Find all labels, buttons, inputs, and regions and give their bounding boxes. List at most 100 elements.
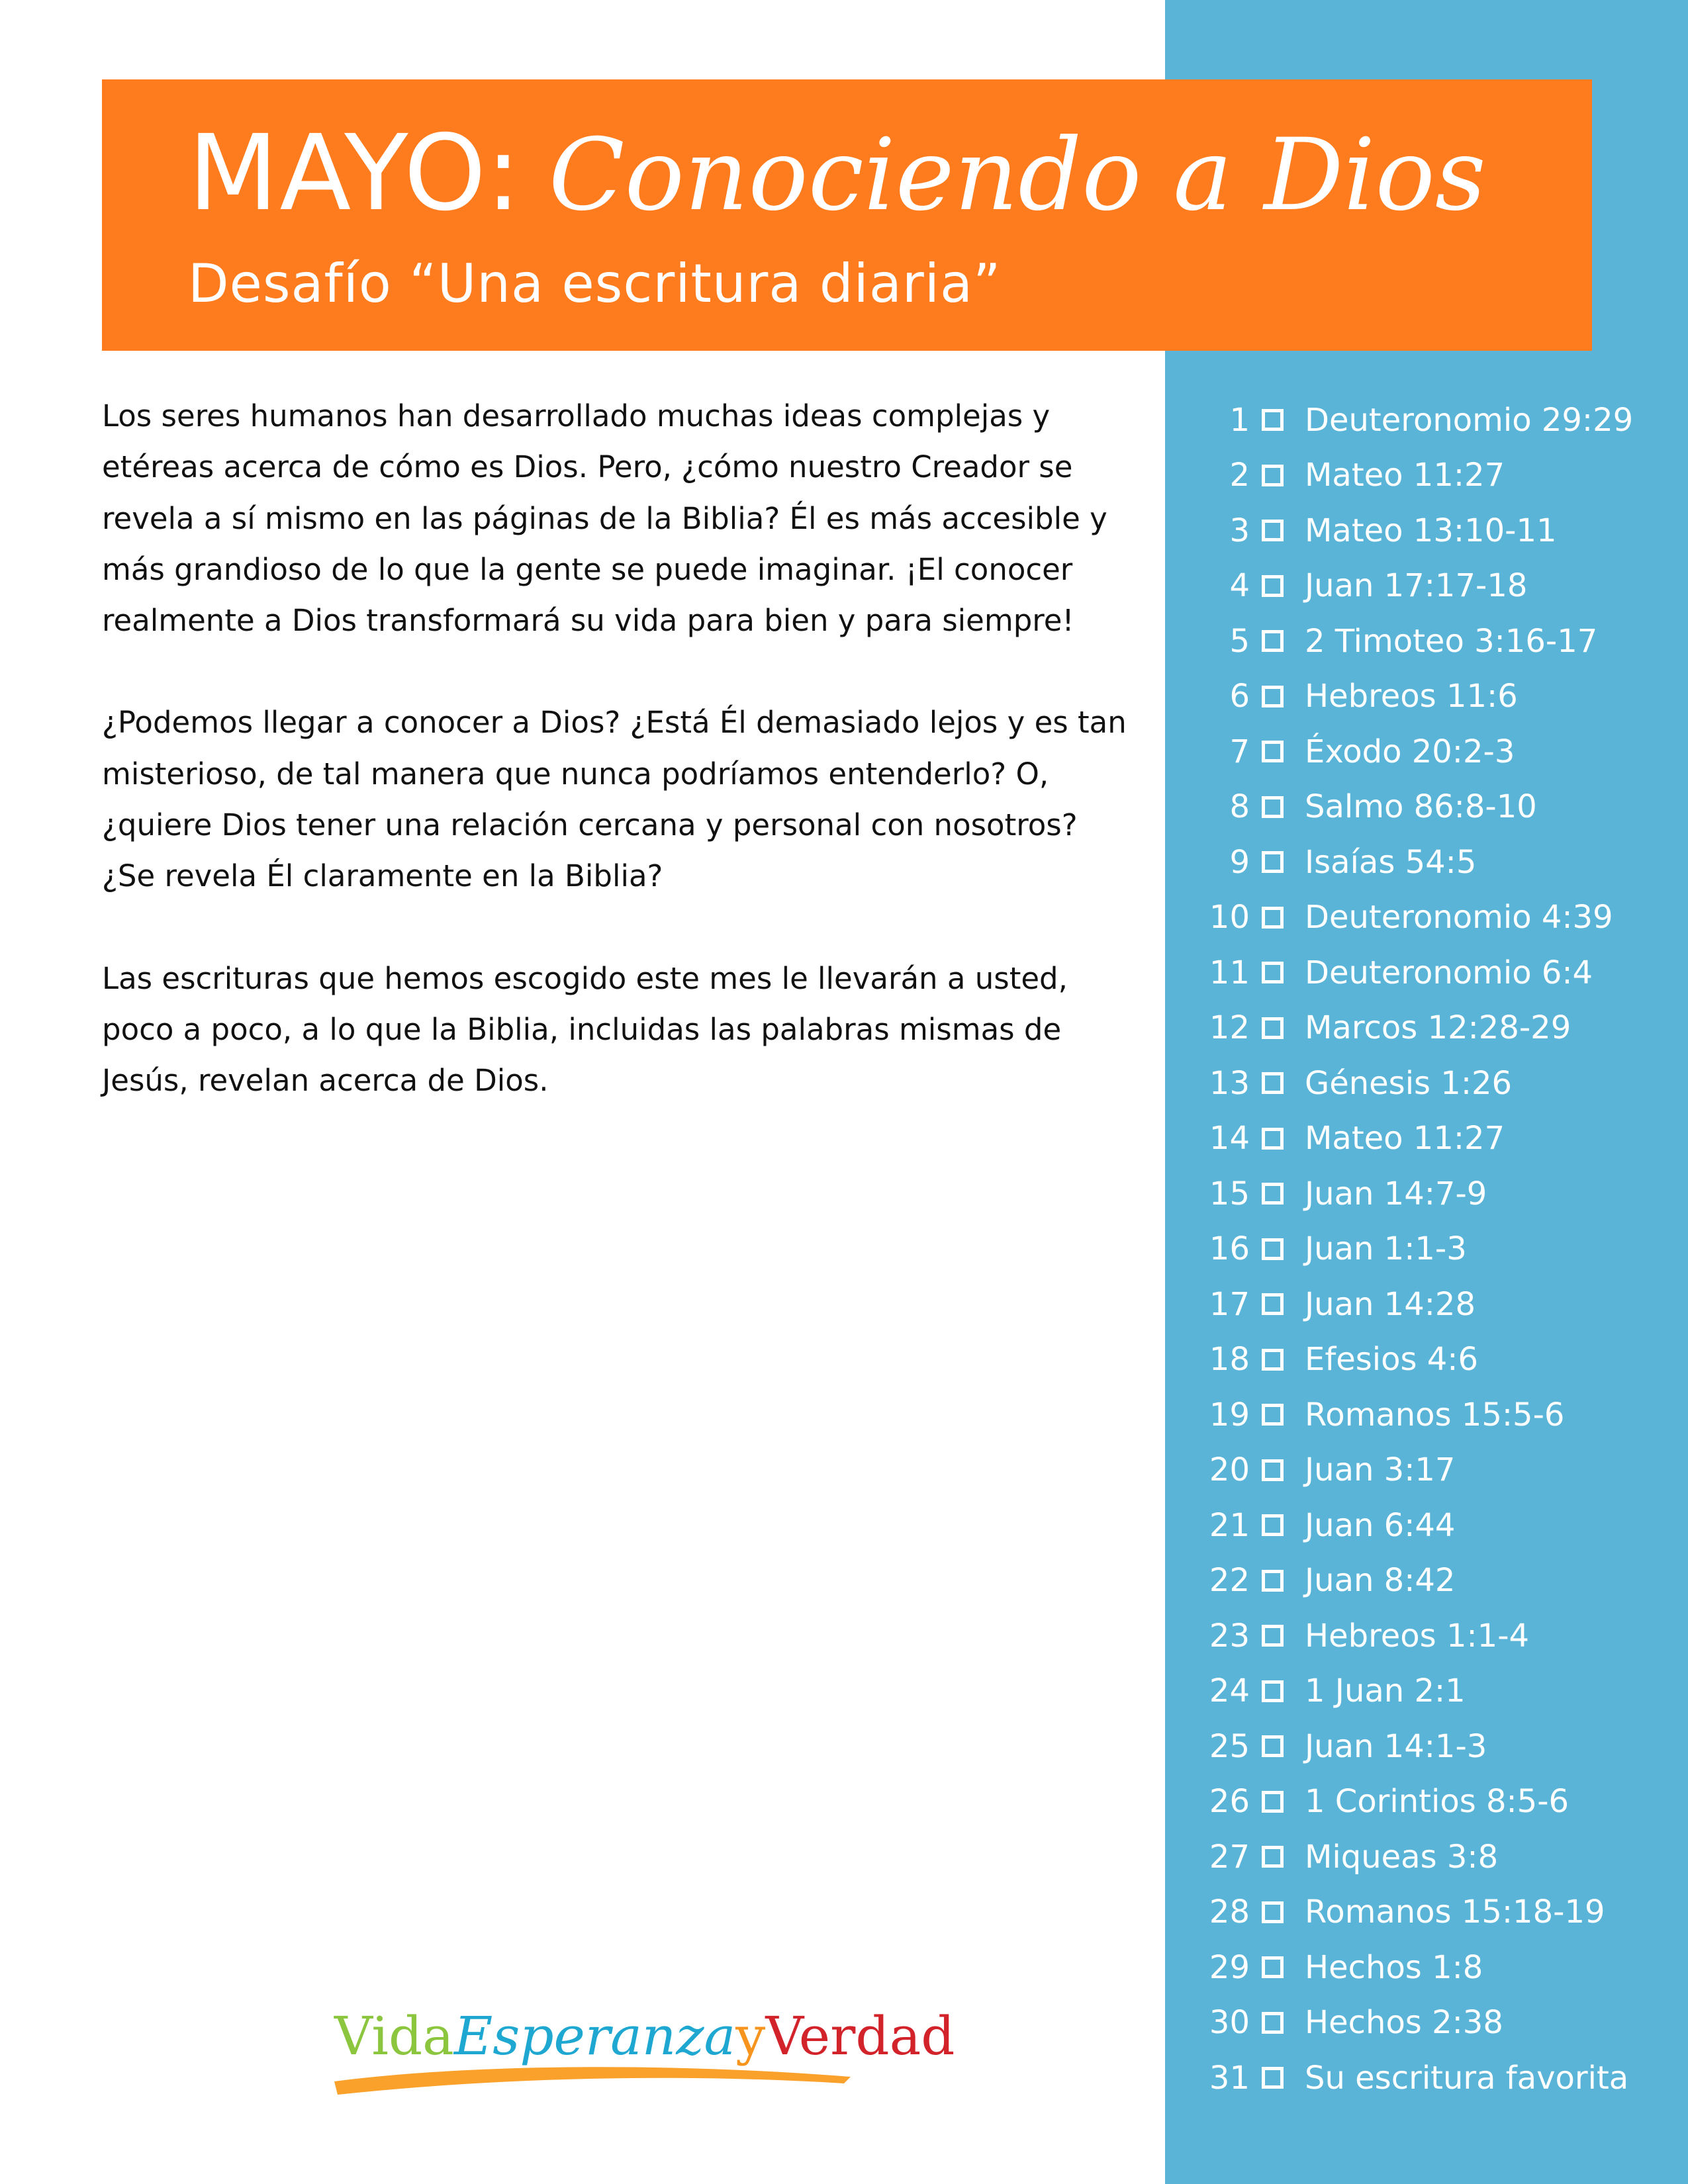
reading-item: 31 Su escritura favorita [1178,2050,1633,2106]
page-title: MAYO: Conociendo a Dios [188,113,1486,234]
reading-item: 23 Hebreos 1:1-4 [1178,1608,1633,1664]
checkbox[interactable] [1262,1072,1284,1095]
reading-checklist: 1 Deuteronomio 29:29 2 Mateo 11:27 3 Mateo 13… [1178,392,1633,2106]
reading-item: 24 1 Juan 2:1 [1178,1664,1633,1719]
checkbox[interactable] [1262,574,1284,597]
day-number: 12 [1209,1009,1250,1047]
scripture-reference: Hechos 2:38 [1305,2004,1503,2042]
checkbox[interactable] [1262,1680,1284,1702]
scripture-reference: Romanos 15:18-19 [1305,1893,1605,1931]
reading-item: 19 Romanos 15:5-6 [1178,1387,1633,1443]
checkbox[interactable] [1262,1127,1284,1150]
day-number: 14 [1209,1120,1250,1158]
scripture-reference: Isaías 54:5 [1305,843,1477,881]
scripture-reference: Mateo 13:10-11 [1305,512,1557,549]
day-number: 23 [1209,1617,1250,1655]
theme-title: Conociendo a Dios [548,118,1486,233]
reading-item: 8 Salmo 86:8-10 [1178,780,1633,835]
checkbox[interactable] [1262,1790,1284,1813]
reading-item: 25 Juan 14:1-3 [1178,1719,1633,1774]
reading-item: 27 Miqueas 3:8 [1178,1829,1633,1885]
scripture-reference: Efesios 4:6 [1305,1341,1478,1379]
reading-item: 26 1 Corintios 8:5-6 [1178,1774,1633,1830]
checkbox[interactable] [1262,2067,1284,2089]
reading-item: 7 Éxodo 20:2-3 [1178,724,1633,780]
paragraph: Los seres humanos han desarrollado mucha… [102,398,1107,639]
checkbox[interactable] [1262,1956,1284,1979]
logo-text: VidaEsperanzayVerdad [334,2005,955,2067]
checkbox[interactable] [1262,1293,1284,1316]
checkbox[interactable] [1262,1404,1284,1426]
day-number: 31 [1209,2059,1250,2097]
checkbox[interactable] [1262,1901,1284,1923]
reading-item: 17 Juan 14:28 [1178,1277,1633,1332]
checkbox[interactable] [1262,741,1284,763]
scripture-reference: Juan 17:17-18 [1305,567,1528,605]
checkbox[interactable] [1262,1348,1284,1371]
reading-item: 2 Mateo 11:27 [1178,448,1633,504]
scripture-reference: Juan 14:7-9 [1305,1175,1487,1212]
reading-item: 20 Juan 3:17 [1178,1443,1633,1498]
checkbox[interactable] [1262,1735,1284,1758]
reading-item: 14 Mateo 11:27 [1178,1111,1633,1167]
title-banner: MAYO: Conociendo a Dios Desafío “Una escr… [102,79,1592,351]
scripture-reference: Hebreos 1:1-4 [1305,1617,1530,1655]
checkbox[interactable] [1262,1183,1284,1205]
day-number: 11 [1209,954,1250,991]
day-number: 8 [1229,788,1250,826]
checkbox[interactable] [1262,1017,1284,1039]
scripture-reference: Romanos 15:5-6 [1305,1396,1565,1433]
day-number: 6 [1229,678,1250,715]
scripture-reference: Hebreos 11:6 [1305,678,1518,715]
checkbox[interactable] [1262,409,1284,432]
checkbox[interactable] [1262,1569,1284,1592]
day-number: 2 [1229,457,1250,494]
day-number: 7 [1229,733,1250,770]
day-number: 21 [1209,1506,1250,1544]
scripture-reference: Juan 14:28 [1305,1285,1476,1323]
scripture-reference: 1 Corintios 8:5-6 [1305,1783,1570,1821]
checkbox[interactable] [1262,464,1284,486]
logo: VidaEsperanzayVerdad [328,1999,955,2105]
checkbox[interactable] [1262,1846,1284,1868]
day-number: 17 [1209,1285,1250,1323]
reading-item: 22 Juan 8:42 [1178,1553,1633,1609]
scripture-reference: Juan 1:1-3 [1305,1230,1467,1268]
reading-item: 5 2 Timoteo 3:16-17 [1178,614,1633,669]
scripture-reference: Juan 3:17 [1305,1451,1456,1489]
day-number: 19 [1209,1396,1250,1433]
reading-item: 29 Hechos 1:8 [1178,1940,1633,1995]
reading-item: 6 Hebreos 11:6 [1178,669,1633,725]
checkbox[interactable] [1262,1238,1284,1260]
checkbox[interactable] [1262,520,1284,542]
checkbox[interactable] [1262,962,1284,984]
day-number: 20 [1209,1451,1250,1489]
reading-item: 12 Marcos 12:28-29 [1178,1001,1633,1056]
checkbox[interactable] [1262,1459,1284,1481]
reading-item: 10 Deuteronomio 4:39 [1178,890,1633,946]
scripture-reference: Juan 6:44 [1305,1506,1456,1544]
paragraph: Las escrituras que hemos escogido este m… [102,960,1068,1099]
checkbox[interactable] [1262,906,1284,929]
reading-item: 13 Génesis 1:26 [1178,1056,1633,1111]
subtitle: Desafío “Una escritura diaria” [188,253,1002,314]
scripture-reference: 2 Timoteo 3:16-17 [1305,622,1598,660]
scripture-reference: Deuteronomio 4:39 [1305,899,1613,936]
checkbox[interactable] [1262,796,1284,818]
reading-item: 11 Deuteronomio 6:4 [1178,945,1633,1001]
paragraph: ¿Podemos llegar a conocer a Dios? ¿Está … [102,705,1127,894]
reading-item: 28 Romanos 15:18-19 [1178,1885,1633,1940]
day-number: 3 [1229,512,1250,549]
checkbox[interactable] [1262,2011,1284,2034]
reading-item: 16 Juan 1:1-3 [1178,1222,1633,1277]
reading-item: 1 Deuteronomio 29:29 [1178,392,1633,448]
scripture-reference: Salmo 86:8-10 [1305,788,1537,826]
checkbox[interactable] [1262,630,1284,653]
checkbox[interactable] [1262,1625,1284,1647]
reading-sidebar [1165,0,1688,2184]
checkbox[interactable] [1262,1514,1284,1537]
checkbox[interactable] [1262,685,1284,707]
day-number: 27 [1209,1838,1250,1876]
scripture-reference: Deuteronomio 29:29 [1305,401,1634,439]
checkbox[interactable] [1262,851,1284,874]
